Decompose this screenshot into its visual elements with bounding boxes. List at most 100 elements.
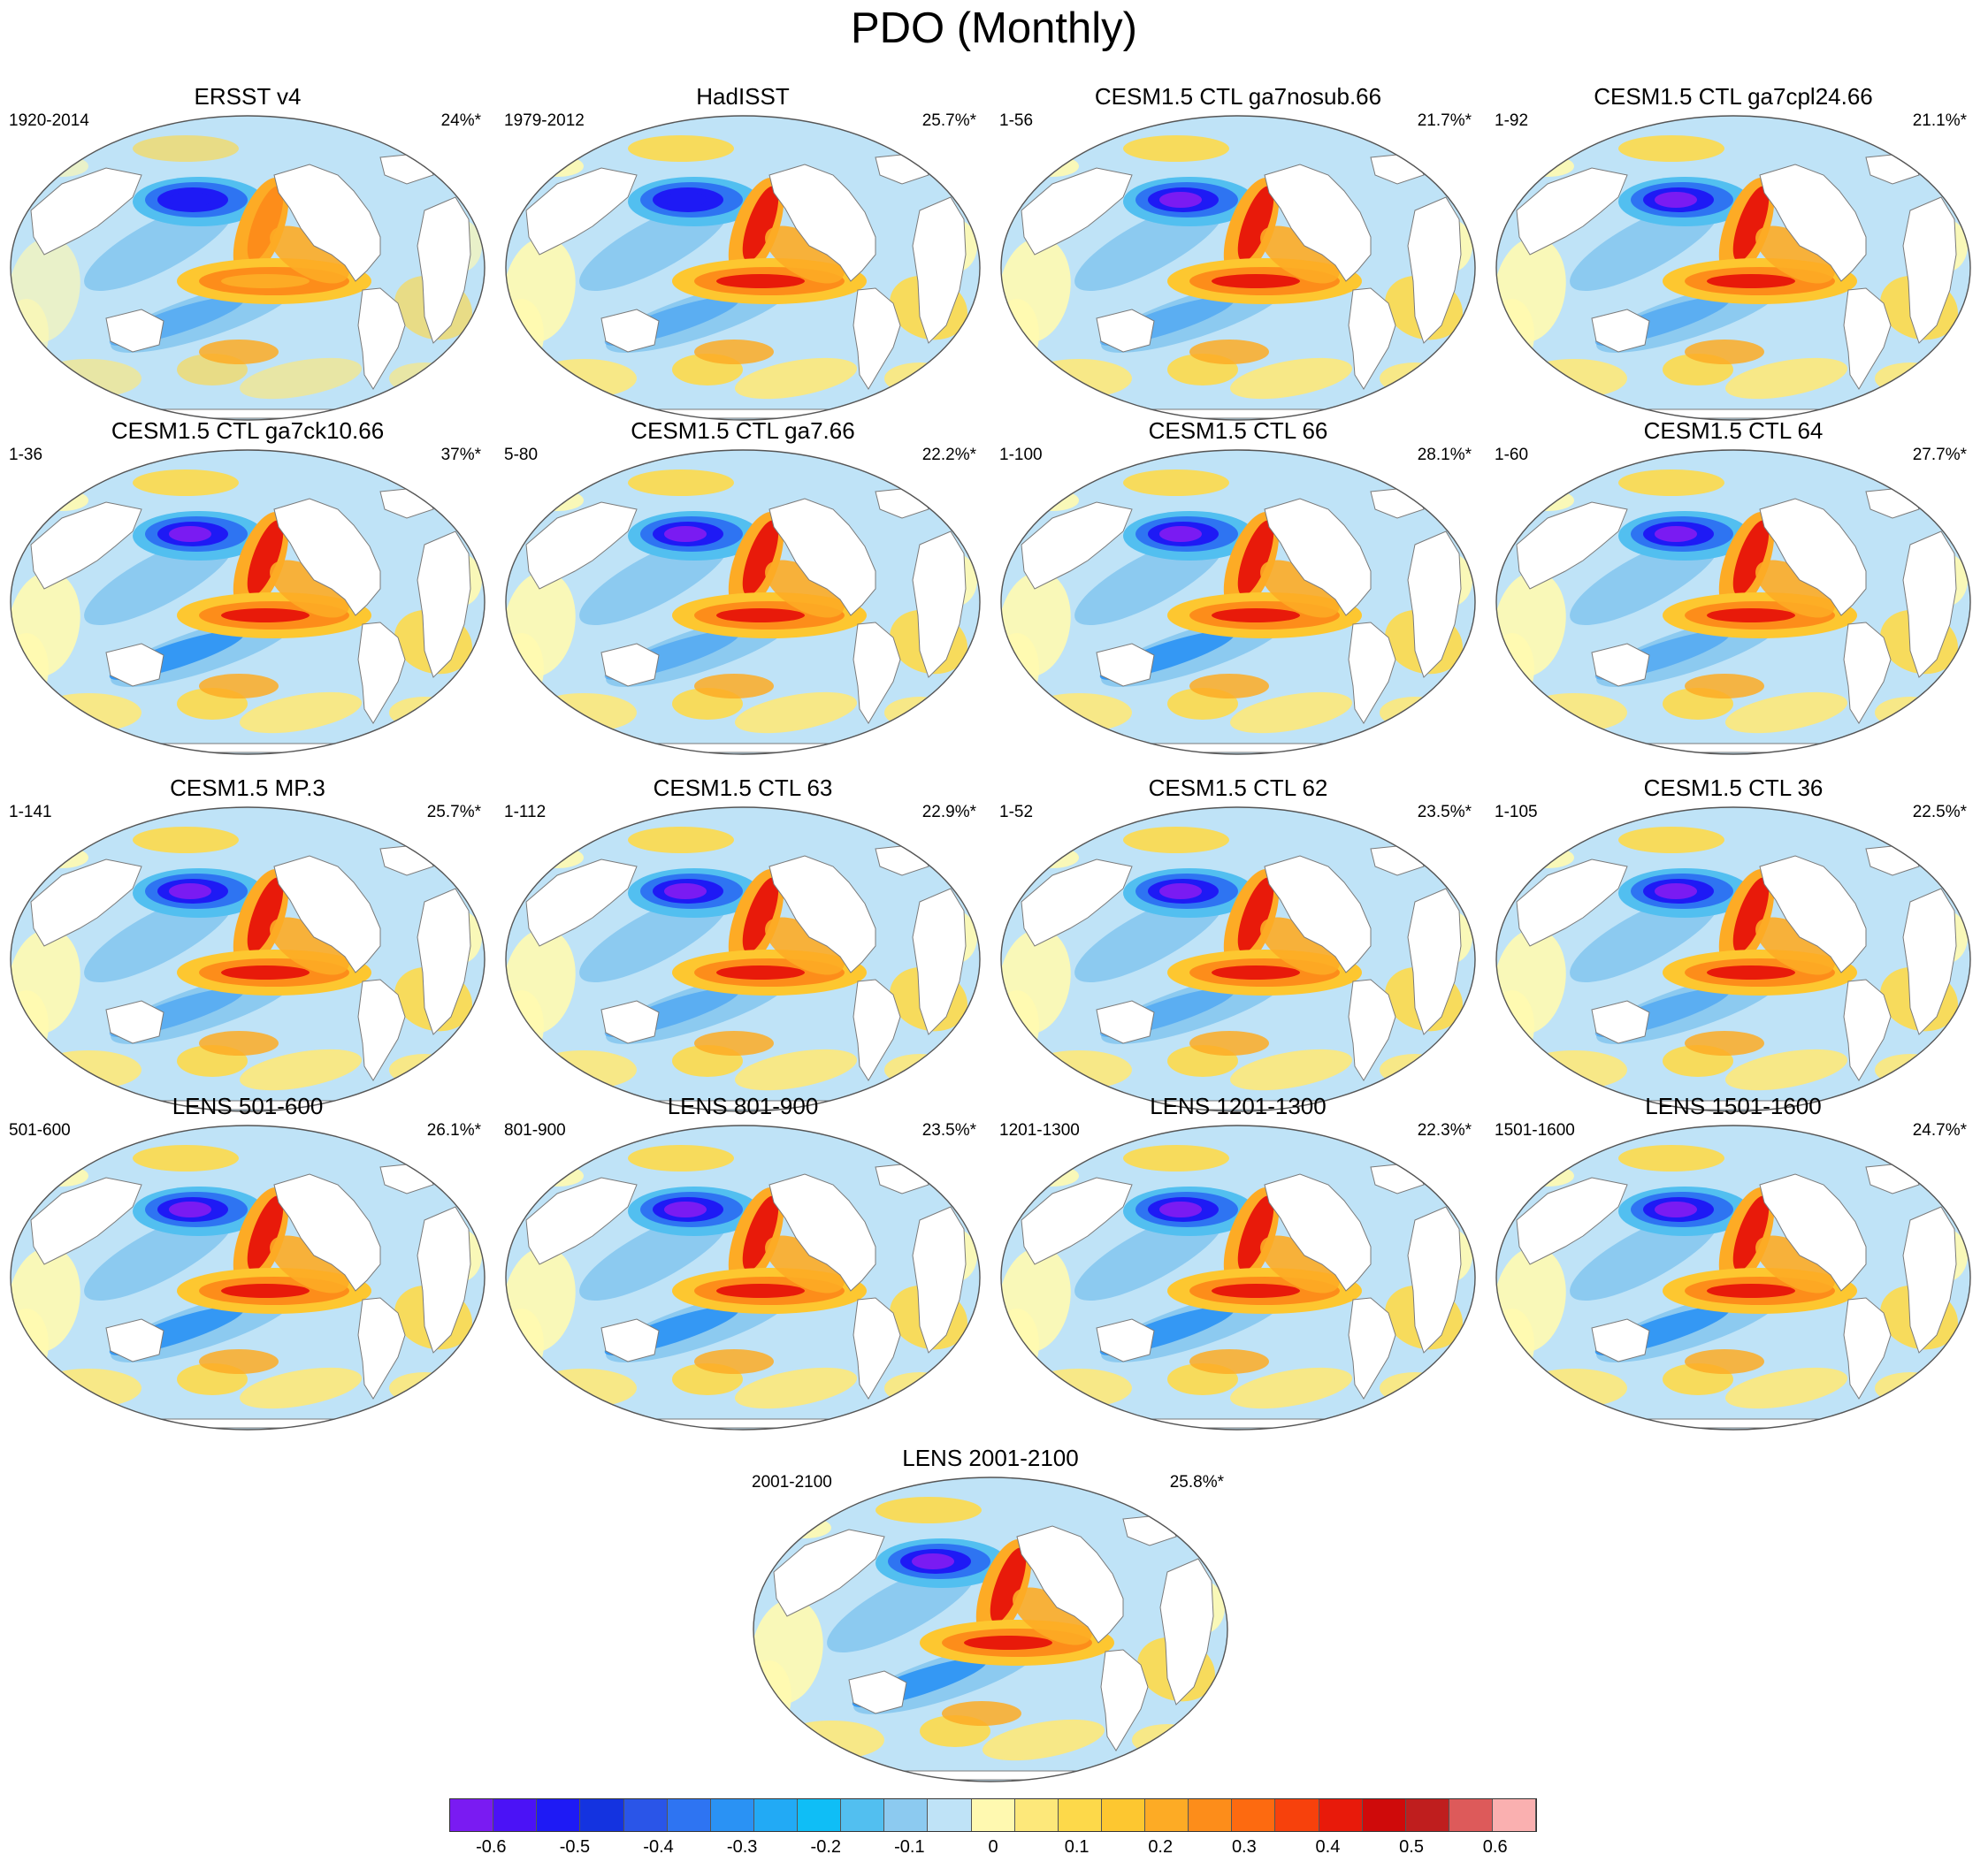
panel-explained-variance: 22.9%* bbox=[921, 803, 976, 821]
world-map bbox=[505, 115, 981, 421]
panel-title: CESM1.5 CTL ga7nosub.66 bbox=[1094, 83, 1382, 110]
colorbar-tick-label: 0.4 bbox=[1315, 1837, 1341, 1857]
colorbar-swatch bbox=[798, 1799, 842, 1831]
panel-period: 1-92 bbox=[1495, 111, 1529, 130]
world-map bbox=[10, 449, 486, 755]
map-panel: CESM1.5 CTL ga7ck10.66 1-36 37%* bbox=[0, 417, 495, 757]
colorbar-swatch bbox=[1101, 1799, 1145, 1831]
panel-period: 1-52 bbox=[999, 803, 1034, 821]
panel-title: CESM1.5 CTL 36 bbox=[1643, 775, 1824, 801]
panel-explained-variance: 27.7%* bbox=[1912, 446, 1967, 464]
colorbar-swatch bbox=[537, 1799, 581, 1831]
map-panel: HadISST 1979-2012 25.7%* bbox=[495, 83, 990, 423]
panel-explained-variance: 24.7%* bbox=[1912, 1121, 1967, 1140]
colorbar-swatch bbox=[1058, 1799, 1102, 1831]
colorbar-swatch bbox=[928, 1799, 972, 1831]
map-panel: ERSST v4 1920-2014 24%* bbox=[0, 83, 495, 423]
panel-title: HadISST bbox=[696, 83, 790, 110]
panel-title: CESM1.5 CTL ga7ck10.66 bbox=[111, 417, 385, 444]
world-map bbox=[10, 806, 486, 1112]
panel-title: CESM1.5 CTL 63 bbox=[653, 775, 833, 801]
colorbar-swatch bbox=[623, 1799, 668, 1831]
colorbar-tick-label: 0.5 bbox=[1399, 1837, 1424, 1857]
colorbar-tick-label: -0.2 bbox=[810, 1837, 841, 1857]
world-map bbox=[1000, 1125, 1476, 1431]
panel-explained-variance: 22.3%* bbox=[1417, 1121, 1472, 1140]
panel-explained-variance: 25.7%* bbox=[921, 111, 976, 130]
colorbar-swatch bbox=[493, 1799, 538, 1831]
colorbar-tick-label: 0.2 bbox=[1148, 1837, 1174, 1857]
panel-explained-variance: 23.5%* bbox=[1417, 803, 1472, 821]
panel-explained-variance: 24%* bbox=[440, 111, 481, 130]
world-map bbox=[1495, 806, 1971, 1112]
colorbar-swatch bbox=[1275, 1799, 1319, 1831]
world-map bbox=[1000, 449, 1476, 755]
panel-title: LENS 1501-1600 bbox=[1645, 1093, 1822, 1119]
panel-title: CESM1.5 CTL 66 bbox=[1148, 417, 1328, 444]
panel-title: LENS 801-900 bbox=[667, 1093, 819, 1119]
map-panel: LENS 1201-1300 1201-1300 22.3%* bbox=[990, 1093, 1486, 1432]
colorbar-swatch bbox=[1319, 1799, 1363, 1831]
panel-period: 1201-1300 bbox=[999, 1121, 1080, 1140]
colorbar-swatch bbox=[1232, 1799, 1276, 1831]
colorbar-swatch bbox=[667, 1799, 711, 1831]
world-map bbox=[10, 115, 486, 421]
colorbar-swatch bbox=[753, 1799, 798, 1831]
map-panel: LENS 2001-2100 2001-2100 25.8%* bbox=[743, 1445, 1238, 1784]
panel-title: CESM1.5 CTL 64 bbox=[1643, 417, 1824, 444]
map-panel: CESM1.5 CTL 36 1-105 22.5%* bbox=[1486, 775, 1981, 1114]
panel-explained-variance: 26.1%* bbox=[426, 1121, 481, 1140]
colorbar-swatch bbox=[1189, 1799, 1233, 1831]
panel-period: 801-900 bbox=[504, 1121, 566, 1140]
colorbar-swatch bbox=[841, 1799, 885, 1831]
map-panel: LENS 501-600 501-600 26.1%* bbox=[0, 1093, 495, 1432]
panel-period: 1-60 bbox=[1495, 446, 1529, 464]
world-map bbox=[1000, 115, 1476, 421]
colorbar-swatches bbox=[449, 1798, 1537, 1832]
colorbar-swatch bbox=[710, 1799, 754, 1831]
map-panel: CESM1.5 CTL ga7cpl24.66 1-92 21.1%* bbox=[1486, 83, 1981, 423]
panel-period: 1-36 bbox=[9, 446, 43, 464]
panel-period: 5-80 bbox=[504, 446, 539, 464]
panel-explained-variance: 25.7%* bbox=[426, 803, 481, 821]
panel-title: LENS 501-600 bbox=[172, 1093, 324, 1119]
world-map bbox=[1495, 449, 1971, 755]
colorbar-swatch bbox=[1493, 1799, 1537, 1831]
map-panel: CESM1.5 CTL 63 1-112 22.9%* bbox=[495, 775, 990, 1114]
colorbar-swatch bbox=[1014, 1799, 1059, 1831]
map-panel: CESM1.5 CTL 62 1-52 23.5%* bbox=[990, 775, 1486, 1114]
panel-title: CESM1.5 MP.3 bbox=[170, 775, 325, 801]
map-panel: CESM1.5 CTL 66 1-100 28.1%* bbox=[990, 417, 1486, 757]
world-map bbox=[505, 806, 981, 1112]
colorbar-swatch bbox=[884, 1799, 929, 1831]
colorbar-tick-label: -0.1 bbox=[894, 1837, 925, 1857]
panel-explained-variance: 23.5%* bbox=[921, 1121, 976, 1140]
world-map bbox=[505, 1125, 981, 1431]
panel-title: CESM1.5 CTL ga7cpl24.66 bbox=[1594, 83, 1873, 110]
panel-title: ERSST v4 bbox=[194, 83, 302, 110]
colorbar-tick-label: -0.3 bbox=[726, 1837, 758, 1857]
panel-explained-variance: 22.2%* bbox=[921, 446, 976, 464]
panel-period: 1-105 bbox=[1495, 803, 1538, 821]
panel-title: CESM1.5 CTL ga7.66 bbox=[631, 417, 855, 444]
world-map bbox=[1495, 115, 1971, 421]
colorbar-swatch bbox=[450, 1799, 494, 1831]
colorbar-tick-label: 0.1 bbox=[1064, 1837, 1090, 1857]
colorbar-swatch bbox=[1405, 1799, 1449, 1831]
panel-explained-variance: 28.1%* bbox=[1417, 446, 1472, 464]
colorbar-tick-label: -0.6 bbox=[476, 1837, 507, 1857]
colorbar-swatch bbox=[971, 1799, 1015, 1831]
panel-title: CESM1.5 CTL 62 bbox=[1148, 775, 1328, 801]
map-panel: LENS 801-900 801-900 23.5%* bbox=[495, 1093, 990, 1432]
colorbar: -0.6 -0.5 -0.4 -0.3 -0.2 -0.1 0 0.1 0.2 0.3 0.4 0.5… bbox=[449, 1798, 1537, 1860]
panel-period: 1979-2012 bbox=[504, 111, 585, 130]
panel-explained-variance: 22.5%* bbox=[1912, 803, 1967, 821]
world-map bbox=[505, 449, 981, 755]
figure-title: PDO (Monthly) bbox=[850, 4, 1137, 52]
panel-title: LENS 2001-2100 bbox=[902, 1445, 1079, 1471]
map-panel: CESM1.5 CTL ga7nosub.66 1-56 21.7%* bbox=[990, 83, 1486, 423]
panel-period: 1-56 bbox=[999, 111, 1034, 130]
panel-period: 1-100 bbox=[999, 446, 1043, 464]
colorbar-tick-label: -0.4 bbox=[643, 1837, 674, 1857]
map-panel: CESM1.5 CTL ga7.66 5-80 22.2%* bbox=[495, 417, 990, 757]
